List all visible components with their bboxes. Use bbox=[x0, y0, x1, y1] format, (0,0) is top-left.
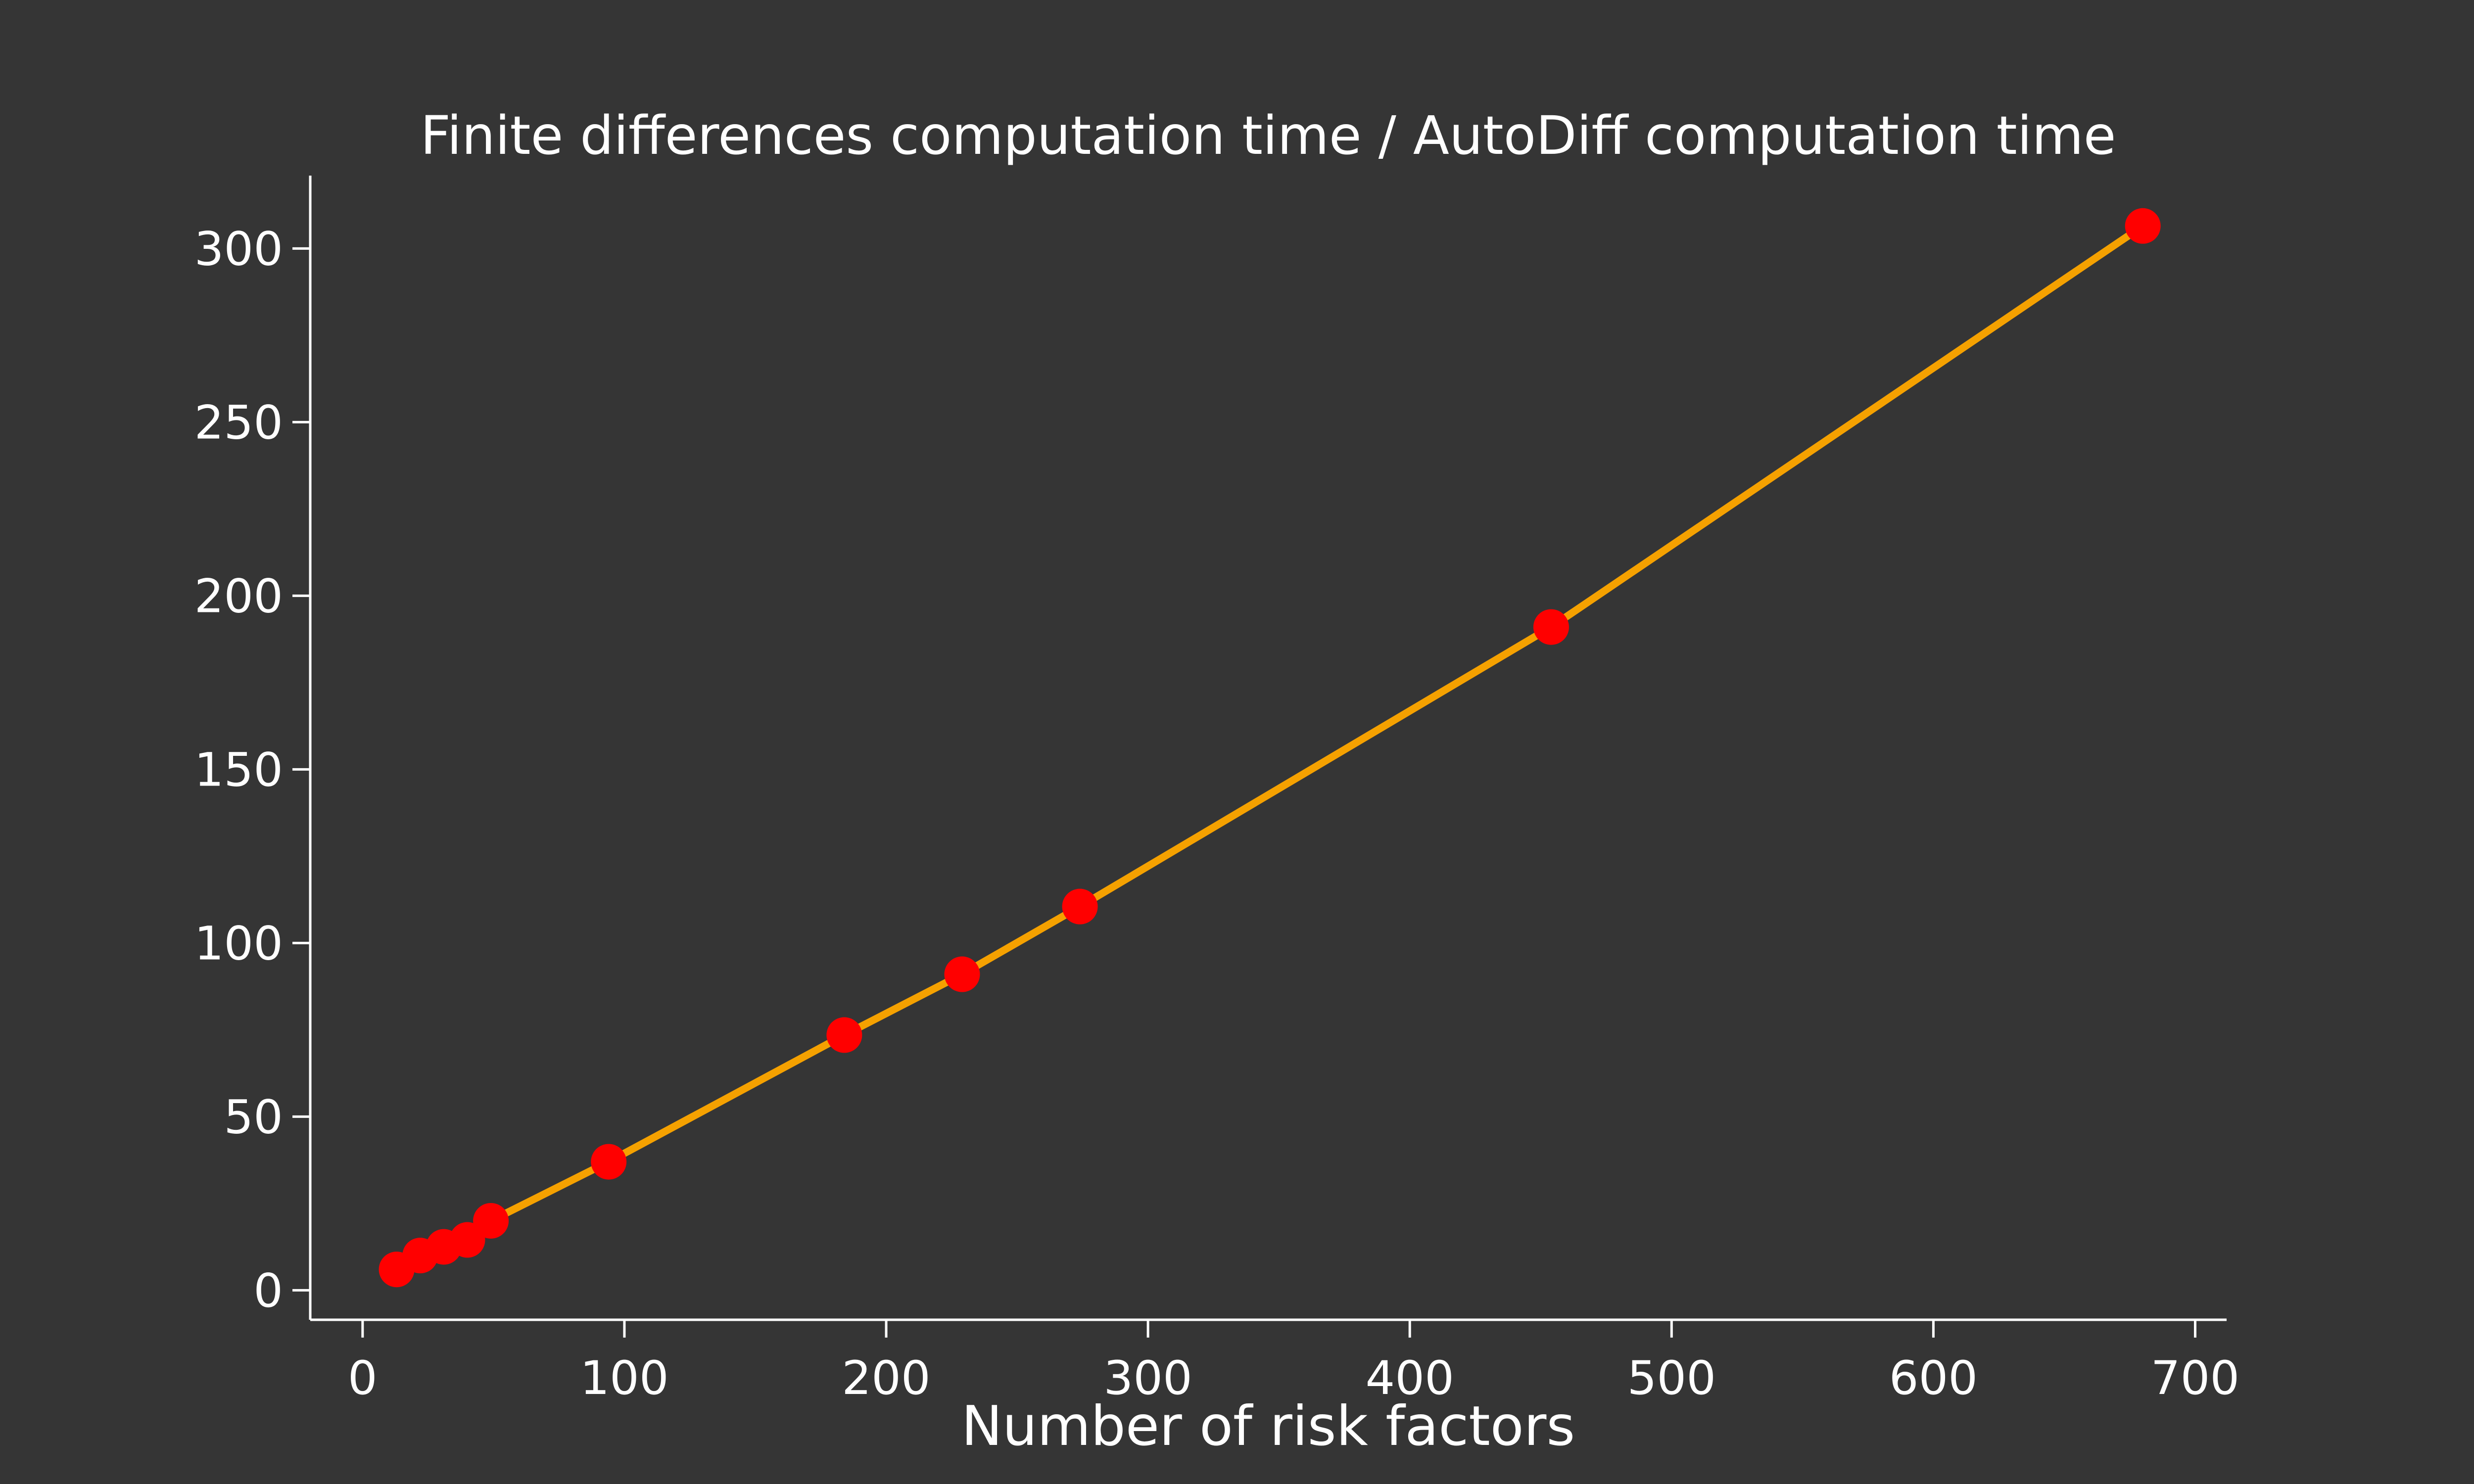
y-tick-label: 100 bbox=[194, 917, 283, 971]
axes bbox=[309, 176, 2227, 1321]
y-tick-label: 250 bbox=[194, 396, 283, 450]
x-tick-label: 300 bbox=[1103, 1351, 1192, 1405]
y-tick-label: 300 bbox=[194, 222, 283, 276]
data-point bbox=[1533, 609, 1569, 645]
x-tick-label: 700 bbox=[2151, 1351, 2239, 1405]
data-point bbox=[1062, 888, 1098, 925]
x-axis-ticks: 0 100 200 300 400 500 600 700 bbox=[348, 1320, 2239, 1405]
series-line bbox=[393, 222, 2147, 1273]
y-tick-label: 150 bbox=[194, 743, 283, 797]
y-axis-ticks: 0 50 100 150 200 250 300 bbox=[194, 222, 310, 1318]
data-point bbox=[826, 1017, 862, 1053]
data-point bbox=[449, 1222, 485, 1258]
series-layer bbox=[379, 208, 2161, 1288]
x-tick-label: 600 bbox=[1889, 1351, 1978, 1405]
x-tick-label: 400 bbox=[1366, 1351, 1454, 1405]
y-tick-label: 0 bbox=[253, 1264, 283, 1318]
x-tick-label: 100 bbox=[580, 1351, 668, 1405]
data-point bbox=[2125, 208, 2161, 244]
y-tick-label: 200 bbox=[194, 569, 283, 623]
x-tick-label: 500 bbox=[1627, 1351, 1716, 1405]
x-axis-label: Number of risk factors bbox=[961, 1394, 1575, 1458]
x-tick-label: 0 bbox=[348, 1351, 378, 1405]
data-point bbox=[473, 1203, 509, 1239]
data-point bbox=[591, 1144, 627, 1180]
x-tick-label: 200 bbox=[842, 1351, 930, 1405]
y-tick-label: 50 bbox=[224, 1090, 283, 1144]
chart-title: Finite differences computation time / Au… bbox=[420, 105, 2116, 167]
data-point bbox=[944, 956, 980, 992]
